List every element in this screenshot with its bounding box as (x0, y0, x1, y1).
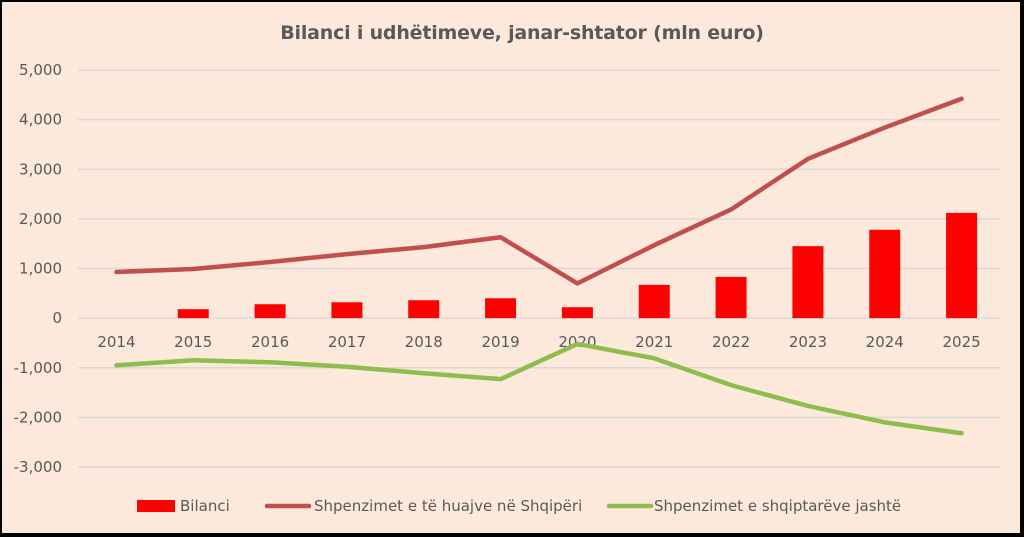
legend-label: Shpenzimet e të huajve në Shqipëri (314, 497, 582, 515)
y-tick-label: 5,000 (19, 61, 62, 79)
line-series (114, 96, 964, 436)
bar-2024 (869, 229, 901, 319)
y-tick-label: 1,000 (19, 260, 62, 278)
bar-series (177, 212, 978, 319)
x-tick-label: 2014 (97, 333, 135, 351)
legend-item-1: Bilanci (137, 497, 230, 515)
bar-2020 (561, 307, 593, 319)
y-tick-label: 0 (52, 309, 62, 327)
y-axis-ticks: 5,000 4,000 3,000 2,000 1,000 0 -1,000 -2,000 -3… (14, 61, 62, 476)
x-axis-ticks: 2014 2015 2016 2017 2018 2019 2020 2021 2022 2023… (97, 333, 980, 351)
x-tick-label: 2025 (942, 333, 980, 351)
bar-2016 (254, 304, 286, 319)
bar-2017 (331, 302, 363, 319)
x-tick-label: 2022 (712, 333, 750, 351)
chart-title: Bilanci i udhëtimeve, janar-shtator (mln… (280, 22, 764, 44)
bar-2019 (485, 298, 517, 319)
y-tick-label: -1,000 (14, 359, 62, 377)
legend: Bilanci Shpenzimet e të huajve në Shqipër… (137, 497, 901, 515)
bar-2015 (177, 309, 209, 319)
line-series-1 (114, 96, 964, 286)
x-tick-label: 2015 (174, 333, 212, 351)
bar-2022 (715, 276, 747, 319)
x-tick-label: 2017 (328, 333, 366, 351)
legend-item-3: Shpenzimet e shqiptarëve jashtë (606, 497, 901, 515)
y-tick-label: -2,000 (14, 408, 62, 426)
y-tick-label: -3,000 (14, 458, 62, 476)
x-tick-label: 2016 (251, 333, 289, 351)
bar-2021 (638, 284, 670, 319)
x-tick-label: 2023 (789, 333, 827, 351)
bar-2023 (792, 246, 824, 319)
x-tick-label: 2018 (405, 333, 443, 351)
legend-label: Bilanci (180, 497, 230, 515)
legend-item-2: Shpenzimet e të huajve në Shqipëri (264, 497, 582, 515)
x-tick-label: 2021 (635, 333, 673, 351)
x-tick-label: 2019 (481, 333, 519, 351)
y-tick-label: 3,000 (19, 160, 62, 178)
bar-2025 (946, 212, 978, 319)
legend-label: Shpenzimet e shqiptarëve jashtë (654, 497, 901, 515)
y-tick-label: 4,000 (19, 111, 62, 129)
legend-swatch-bar (137, 500, 175, 512)
x-tick-label: 2024 (866, 333, 904, 351)
bar-2018 (408, 300, 440, 319)
gridlines (78, 69, 1000, 468)
y-tick-label: 2,000 (19, 210, 62, 228)
line-series-2 (114, 341, 964, 436)
